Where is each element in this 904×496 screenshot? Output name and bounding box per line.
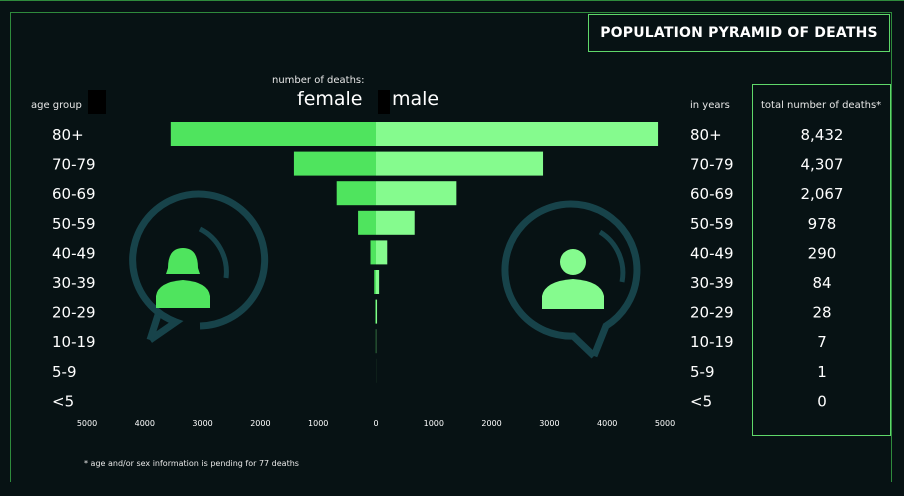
total-value: 2,067 <box>801 185 844 203</box>
age-label-left: 70-79 <box>52 156 96 174</box>
total-value: 1 <box>817 363 827 381</box>
total-header-label: total number of deaths* <box>761 100 882 111</box>
total-value: 0 <box>817 392 827 410</box>
age-label-left: 60-69 <box>52 185 96 203</box>
number-of-deaths-label: number of deaths: <box>272 75 365 86</box>
female-bar <box>336 181 376 206</box>
total-value: 290 <box>808 244 837 262</box>
total-value: 84 <box>812 274 831 292</box>
in-years-label: in years <box>690 100 730 111</box>
x-tick-label: 4000 <box>597 419 617 428</box>
age-label-left: 50-59 <box>52 215 96 233</box>
age-label-left: 5-9 <box>52 363 77 381</box>
female-bar <box>370 240 376 265</box>
age-label-right: 30-39 <box>690 274 734 292</box>
age-label-right: 40-49 <box>690 244 734 262</box>
total-value: 7 <box>817 333 827 351</box>
age-label-left: 10-19 <box>52 333 96 351</box>
age-label-right: 70-79 <box>690 156 734 174</box>
x-tick-label: 5000 <box>77 419 97 428</box>
age-label-left: 20-29 <box>52 304 96 322</box>
age-label-left: <5 <box>52 392 74 410</box>
age-label-right: 60-69 <box>690 185 734 203</box>
total-value: 978 <box>808 215 837 233</box>
chart-title: POPULATION PYRAMID OF DEATHS <box>588 14 890 52</box>
x-tick-label: 0 <box>373 419 378 428</box>
total-value: 28 <box>812 304 831 322</box>
male-bar <box>376 240 388 265</box>
total-value: 4,307 <box>801 156 844 174</box>
total-value: 8,432 <box>801 126 844 144</box>
male-bar <box>376 151 544 176</box>
male-bar <box>376 270 380 294</box>
age-label-left: 40-49 <box>52 244 96 262</box>
black-marker <box>378 90 390 114</box>
female-legend-label: female <box>297 88 363 110</box>
female-bar <box>375 299 376 324</box>
x-tick-label: 1000 <box>424 419 444 428</box>
male-bar <box>376 210 415 235</box>
x-tick-label: 2000 <box>481 419 501 428</box>
x-tick-label: 3000 <box>192 419 212 428</box>
totals-box <box>752 84 891 436</box>
top-border-line <box>0 0 904 1</box>
age-label-right: 80+ <box>690 126 722 144</box>
male-bar <box>376 181 457 206</box>
female-person-icon <box>129 190 269 343</box>
male-person-icon <box>501 200 641 359</box>
male-bar <box>376 299 378 324</box>
female-bar <box>293 151 376 176</box>
age-label-right: 10-19 <box>690 333 734 351</box>
x-tick-label: 3000 <box>539 419 559 428</box>
female-bar <box>374 270 376 294</box>
age-label-left: 30-39 <box>52 274 96 292</box>
panel-frame <box>10 12 892 482</box>
age-label-left: 80+ <box>52 126 84 144</box>
female-bar <box>358 210 376 235</box>
age-label-right: 5-9 <box>690 363 715 381</box>
age-label-right: 50-59 <box>690 215 734 233</box>
footnote: * age and/or sex information is pending … <box>84 459 299 468</box>
male-bar <box>376 122 659 146</box>
age-group-label: age group <box>31 100 82 111</box>
x-tick-label: 1000 <box>308 419 328 428</box>
age-label-right: 20-29 <box>690 304 734 322</box>
black-marker <box>88 90 106 114</box>
x-tick-label: 4000 <box>135 419 155 428</box>
female-bar <box>170 122 376 146</box>
x-tick-label: 5000 <box>655 419 675 428</box>
x-tick-label: 2000 <box>250 419 270 428</box>
male-legend-label: male <box>392 88 440 110</box>
age-label-right: <5 <box>690 392 712 410</box>
